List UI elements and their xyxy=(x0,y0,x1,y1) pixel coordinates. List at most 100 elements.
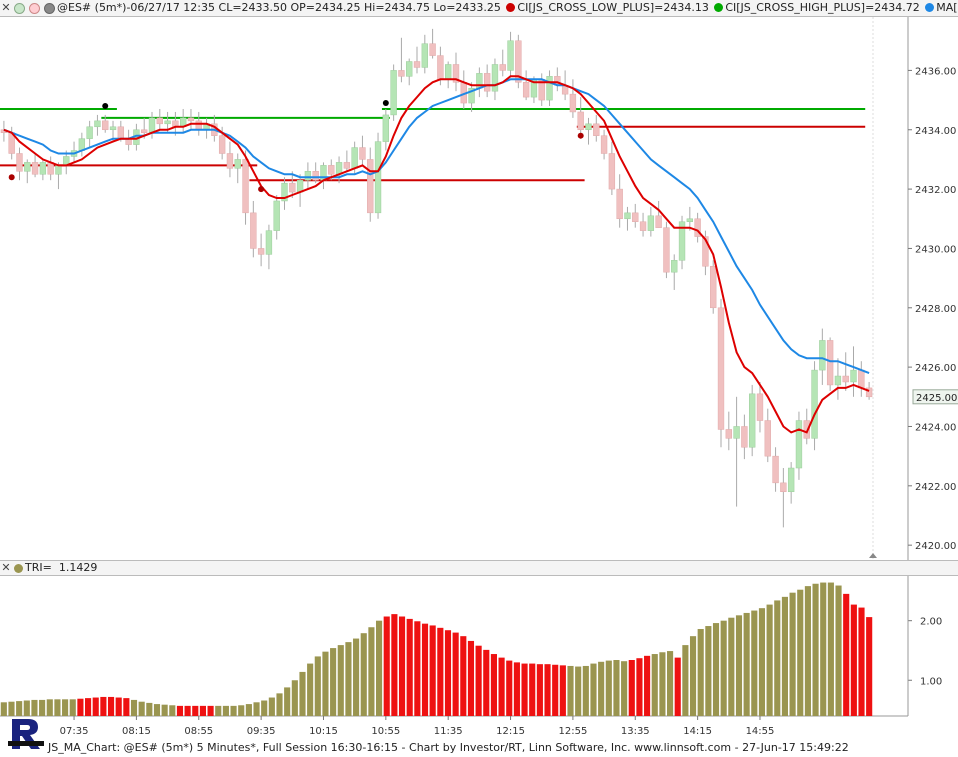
down-candle xyxy=(741,426,748,448)
down-candle xyxy=(663,227,670,273)
down-candle xyxy=(717,307,725,430)
down-candle xyxy=(780,482,787,493)
up-candle xyxy=(109,126,117,131)
down-candle xyxy=(616,188,623,220)
down-candle xyxy=(226,153,234,169)
black-signal-marker xyxy=(382,100,389,107)
time-tick-label: 12:55 xyxy=(558,726,587,737)
tri-bar-red xyxy=(77,698,84,716)
tri-bar-olive xyxy=(299,671,306,716)
down-candle xyxy=(865,387,873,398)
down-candle xyxy=(398,70,405,77)
tri-bar-red xyxy=(498,657,505,716)
grey-dot-icon[interactable] xyxy=(44,3,55,14)
up-candle xyxy=(507,40,514,71)
tri-bar-olive xyxy=(146,702,153,716)
tri-bar-olive xyxy=(169,705,176,716)
tri-bar-red xyxy=(866,617,873,716)
down-candle xyxy=(725,429,732,439)
time-tick-label: 08:55 xyxy=(184,726,213,737)
tri-bar-olive xyxy=(659,652,666,716)
down-candle xyxy=(702,236,709,267)
up-candle xyxy=(787,467,795,493)
down-candle xyxy=(710,265,717,309)
up-candle xyxy=(686,218,693,222)
tri-bar-red xyxy=(421,623,429,716)
tri-bar-olive xyxy=(766,604,773,716)
down-candle xyxy=(569,93,577,113)
down-candle xyxy=(858,369,865,389)
tri-bar-olive xyxy=(130,699,138,716)
up-candle xyxy=(624,212,631,220)
tri-bar-red xyxy=(552,664,559,716)
price-tick-label: 2436.00 xyxy=(915,66,956,77)
tri-bar-olive xyxy=(376,620,383,716)
tri-bar-olive xyxy=(337,645,344,716)
down-candle xyxy=(655,215,662,228)
down-candle xyxy=(772,455,779,484)
up-candle xyxy=(273,200,280,231)
tri-bar-olive xyxy=(774,600,781,716)
down-candle xyxy=(359,147,366,160)
blue-ma-line xyxy=(3,78,870,375)
tri-bar-olive xyxy=(751,610,758,716)
tri-bar-olive xyxy=(667,651,674,716)
tri-bar-red xyxy=(123,698,130,716)
tri-bar-olive xyxy=(16,701,23,716)
up-candle xyxy=(164,120,171,125)
down-candle xyxy=(250,212,257,249)
close-icon[interactable]: ✕ xyxy=(1,1,11,14)
tri-bar-olive xyxy=(215,705,222,716)
red-signal-marker xyxy=(8,174,15,181)
tri-bar-red xyxy=(674,657,681,716)
up-candle xyxy=(55,165,62,175)
tri-bar-olive xyxy=(567,665,574,716)
up-candle xyxy=(94,120,101,128)
tri-tick-label: 1.00 xyxy=(920,676,942,687)
pink-dot-icon[interactable] xyxy=(29,3,40,14)
tri-bar-red xyxy=(858,607,865,716)
down-candle xyxy=(218,135,226,154)
tri-bar-olive xyxy=(353,638,360,716)
close-icon[interactable]: ✕ xyxy=(1,561,11,574)
down-candle xyxy=(639,221,647,231)
tri-bar-olive xyxy=(31,699,38,716)
time-tick-label: 10:15 xyxy=(309,726,338,737)
tri-bar-olive xyxy=(697,629,704,716)
tri-bar-red xyxy=(513,662,520,716)
price-tick-label: 2430.00 xyxy=(915,244,956,255)
symbol-readout: @ES# (5m*)-06/27/17 12:35 CL=2433.50 OP=… xyxy=(57,1,501,14)
up-candle xyxy=(678,221,686,261)
tri-bar-red xyxy=(429,625,436,716)
price-tick-label: 2432.00 xyxy=(915,185,956,196)
tri-bar-olive xyxy=(62,699,69,716)
tri-bar-red xyxy=(406,618,413,716)
green-dot-icon[interactable] xyxy=(14,3,25,14)
price-tick-label: 2434.00 xyxy=(915,126,956,137)
tri-bar-olive xyxy=(797,589,804,716)
tri-bar-red xyxy=(490,654,497,716)
tri-bar-olive xyxy=(138,701,145,716)
tri-bar-red xyxy=(192,705,199,716)
down-candle xyxy=(608,153,616,190)
price-tag-label: 2425.00 xyxy=(916,393,957,404)
tri-bar-olive xyxy=(284,687,291,716)
linnsoft-logo-icon xyxy=(8,719,44,749)
tri-bar-red xyxy=(414,621,421,716)
price-tick-label: 2424.00 xyxy=(915,422,956,433)
down-candle xyxy=(156,117,163,125)
black-signal-marker xyxy=(102,103,109,110)
tri-bar-red xyxy=(383,616,390,716)
down-candle xyxy=(826,340,834,386)
tri-bar-olive xyxy=(735,615,743,716)
tri-bar-olive xyxy=(789,592,796,716)
down-candle xyxy=(343,162,351,169)
tri-bar-red xyxy=(100,696,107,716)
tri-bar-olive xyxy=(345,642,352,716)
tri-bar-olive xyxy=(314,656,321,716)
tri-bar-olive xyxy=(613,660,620,716)
tri-bar-olive xyxy=(705,626,712,716)
up-candle xyxy=(148,117,156,133)
up-candle xyxy=(382,114,390,142)
